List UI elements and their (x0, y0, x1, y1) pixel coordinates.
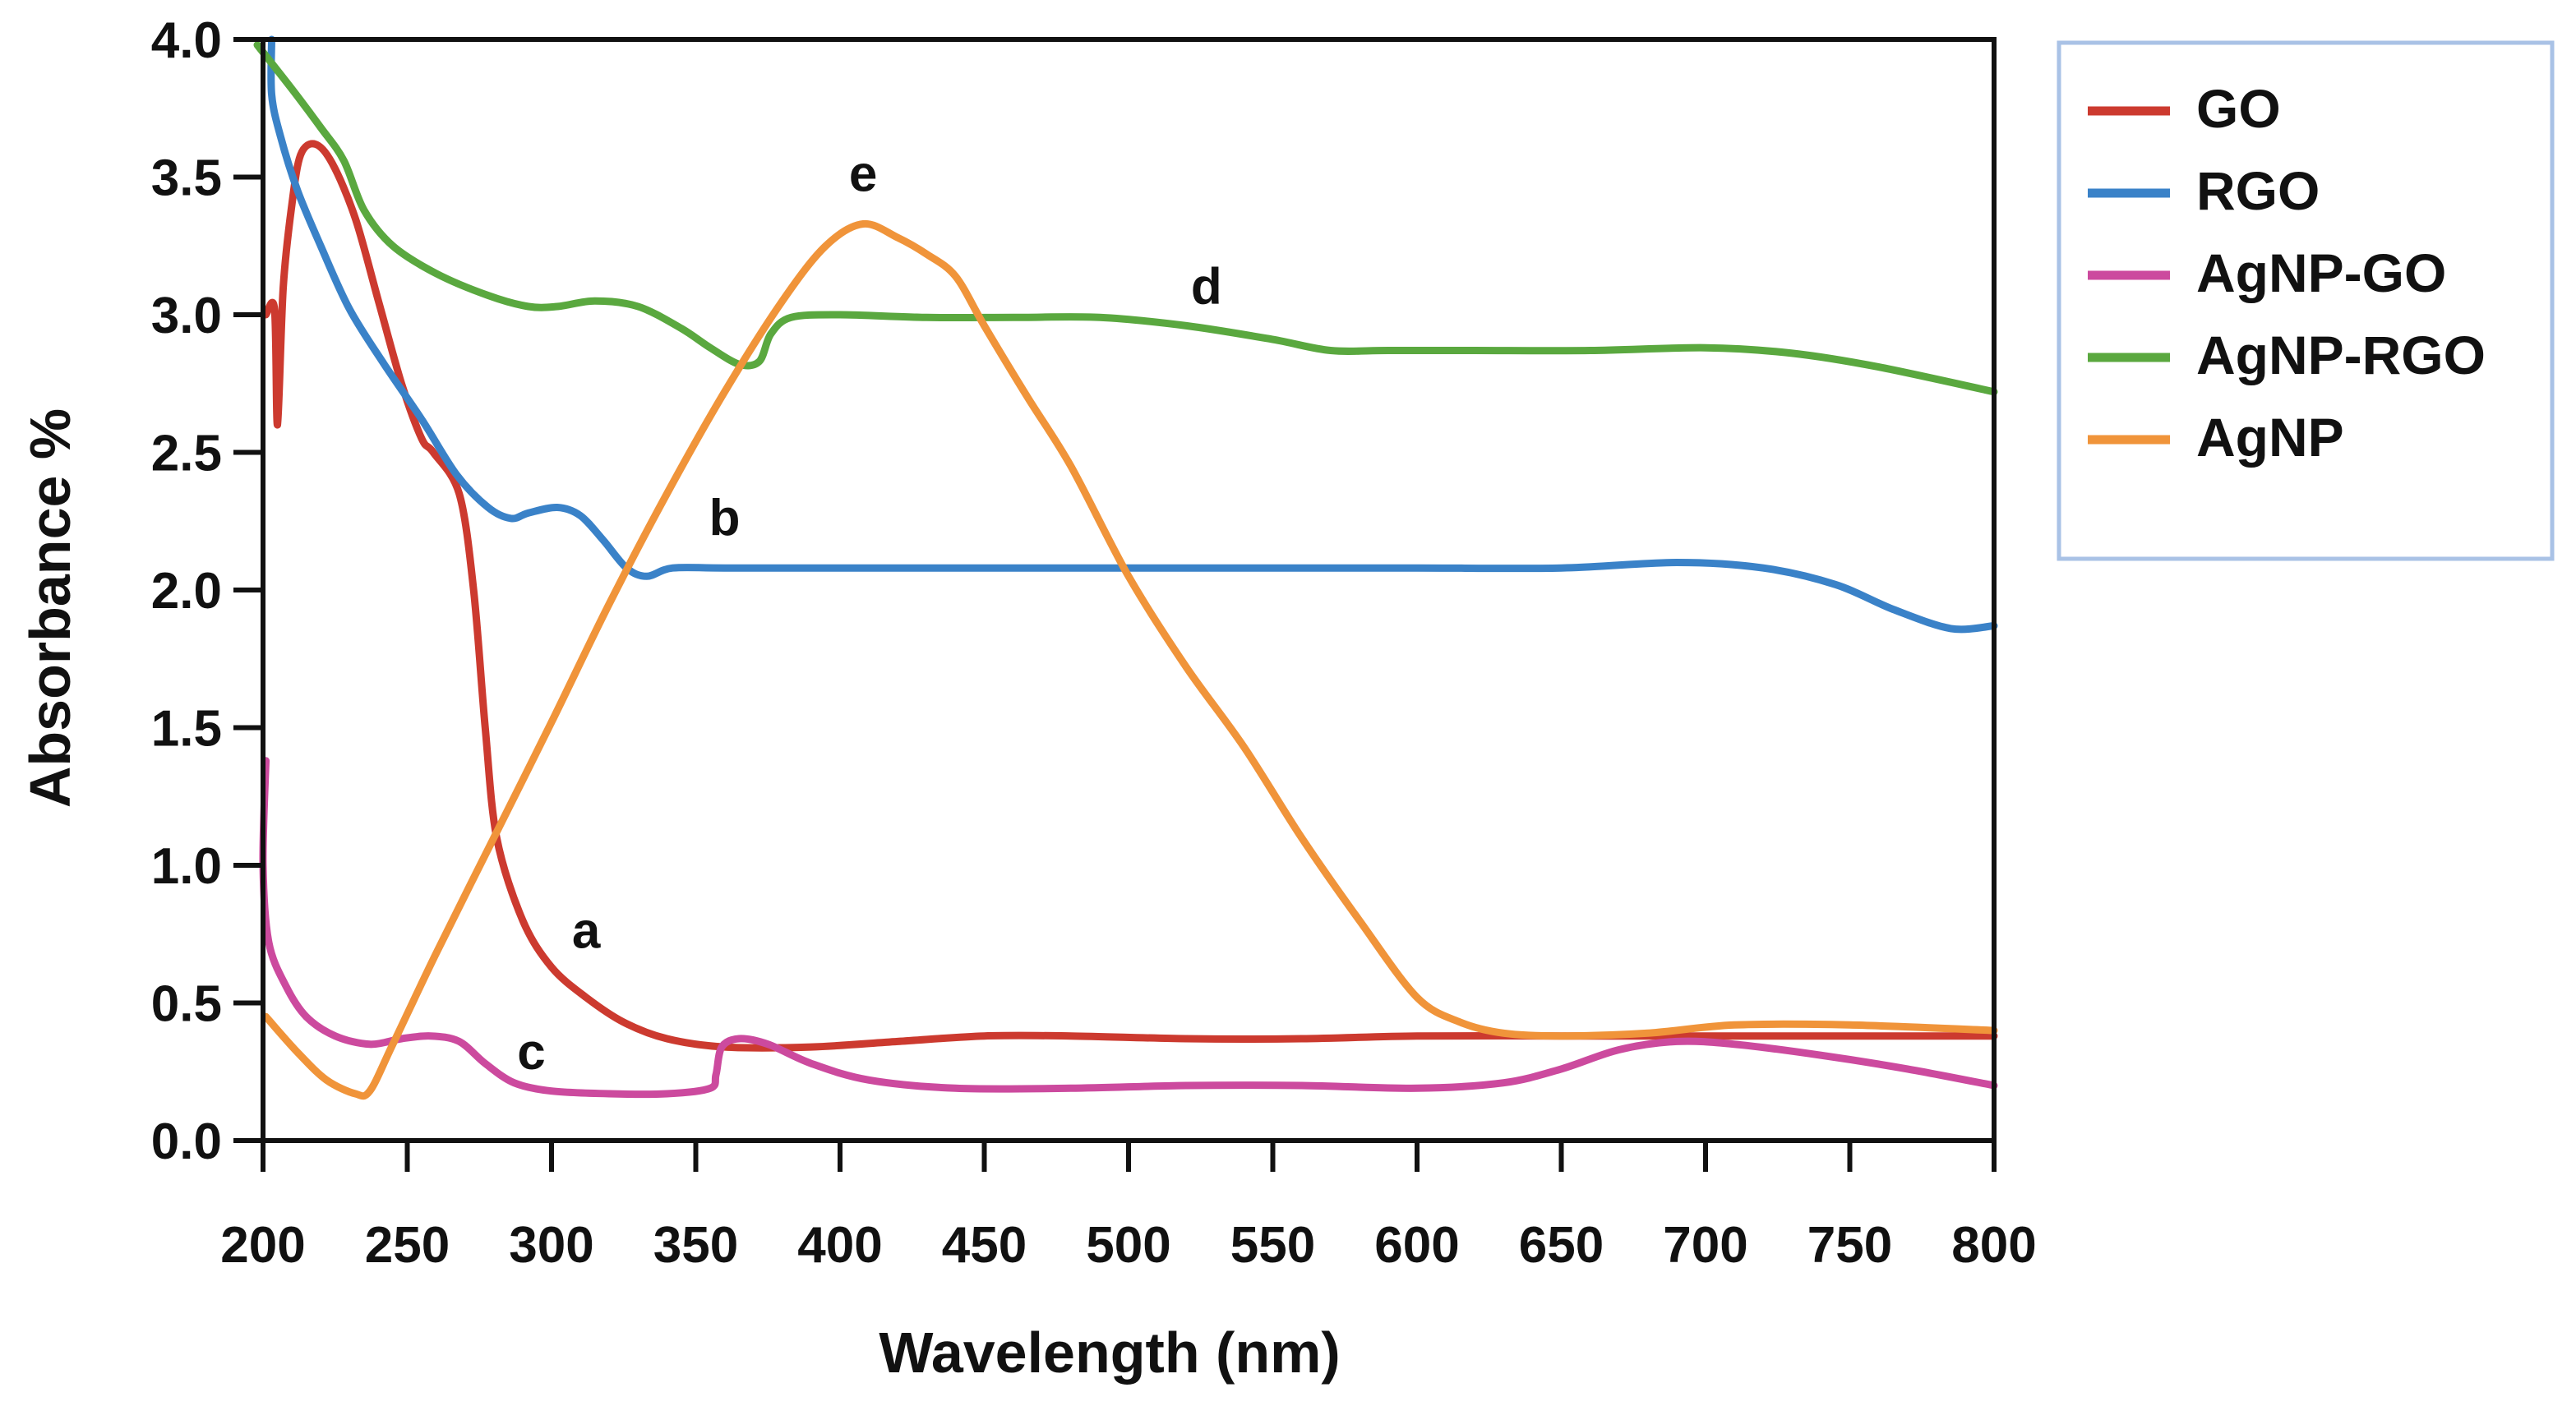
x-tick-label: 550 (1230, 1217, 1315, 1274)
curve-label-d: d (1191, 259, 1222, 316)
x-tick-label: 600 (1374, 1217, 1459, 1274)
y-axis-title: Absorbance % (18, 408, 82, 808)
y-tick-label: 0.0 (151, 1113, 222, 1170)
legend: GO RGO AgNP-GO AgNP-RGO AgNP (2057, 40, 2555, 561)
series-line-agnp (262, 219, 1998, 1100)
curve-labels: a b c d e (517, 145, 1222, 1081)
series-line-go (262, 140, 1998, 1052)
legend-label-rgo: RGO (2196, 160, 2320, 221)
y-tick-label: 0.5 (151, 976, 222, 1033)
series-line-agnp-rgo (253, 41, 1998, 396)
curve-label-e: e (849, 145, 877, 202)
x-tick-label: 400 (797, 1217, 882, 1274)
x-tick-label: 500 (1086, 1217, 1170, 1274)
legend-label-agnp-go: AgNP-GO (2196, 242, 2446, 303)
curve-label-b: b (709, 490, 741, 546)
curve-label-c: c (517, 1024, 545, 1081)
series-line-rgo (267, 35, 1998, 634)
legend-label-agnp-rgo: AgNP-RGO (2196, 325, 2486, 385)
x-axis-title: Wavelength (nm) (879, 1321, 1340, 1385)
y-tick-label: 2.5 (151, 426, 222, 482)
y-tick-label: 4.0 (151, 12, 222, 69)
legend-label-go: GO (2196, 78, 2281, 139)
legend-items: GO RGO AgNP-GO AgNP-RGO AgNP (2088, 78, 2486, 468)
curve-label-a: a (572, 903, 601, 960)
series-line-agnp-go (259, 757, 1998, 1099)
x-tick-label: 750 (1807, 1217, 1892, 1274)
legend-label-agnp: AgNP (2196, 407, 2344, 468)
y-tick-label: 1.5 (151, 701, 222, 758)
axis-ticks: 200 250 300 350 400 450 500 550 600 650 700 750 800 0… (151, 12, 2037, 1274)
y-tick-label: 3.0 (151, 288, 222, 344)
x-tick-label: 450 (942, 1217, 1027, 1274)
x-tick-label: 650 (1519, 1217, 1604, 1274)
x-tick-label: 800 (1951, 1217, 2036, 1274)
y-tick-label: 2.0 (151, 563, 222, 620)
x-tick-label: 200 (220, 1217, 305, 1274)
x-tick-label: 350 (653, 1217, 738, 1274)
x-tick-label: 300 (509, 1217, 593, 1274)
series-curves (253, 35, 1998, 1100)
y-tick-label: 3.5 (151, 150, 222, 207)
y-tick-label: 1.0 (151, 838, 222, 895)
x-tick-label: 700 (1663, 1217, 1747, 1274)
legend-box (2057, 40, 2555, 561)
x-tick-label: 250 (365, 1217, 450, 1274)
